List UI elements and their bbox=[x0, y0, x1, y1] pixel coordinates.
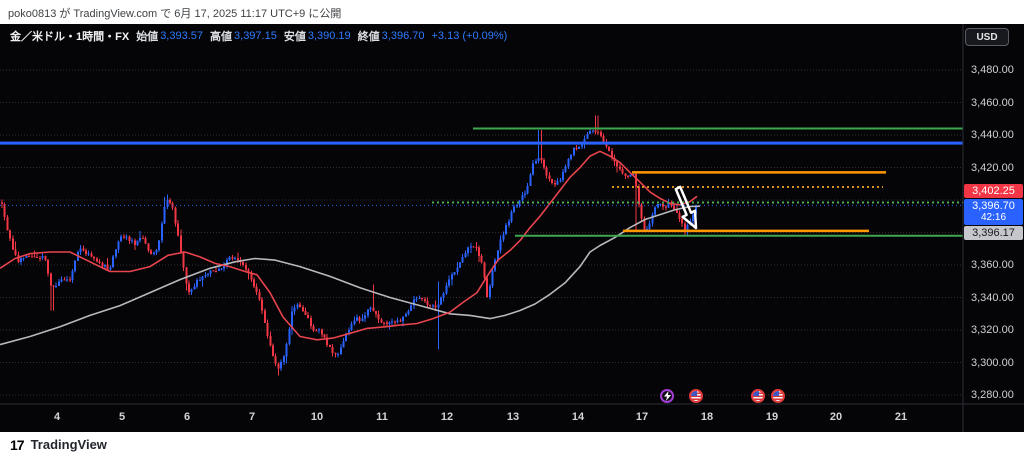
price-chart-canvas[interactable] bbox=[0, 24, 1024, 432]
flag-icon[interactable] bbox=[771, 389, 785, 403]
price-axis-label: 3,280.00 bbox=[971, 389, 1014, 401]
high-value: 3,397.15 bbox=[234, 30, 277, 42]
close-value: 3,396.70 bbox=[381, 30, 425, 42]
time-axis-label: 18 bbox=[700, 411, 714, 423]
open-value: 3,393.57 bbox=[160, 30, 204, 42]
symbol-header: 金／米ドル・1時間・FX 始値 3,393.57 高値 3,397.15 安値 3,3… bbox=[10, 29, 507, 43]
time-axis-label: 6 bbox=[183, 411, 191, 423]
price-axis-label: 3,360.00 bbox=[971, 259, 1014, 271]
ma-fast-price-tag: 3,402.25 bbox=[964, 184, 1023, 198]
time-axis-label: 13 bbox=[506, 411, 520, 423]
time-axis-label: 7 bbox=[248, 411, 256, 423]
tradingview-footer: 17 TradingView bbox=[0, 432, 1024, 457]
ma-slow-line bbox=[0, 205, 701, 346]
time-axis-label: 21 bbox=[894, 411, 908, 423]
symbol-title: 金／米ドル・1時間・FX bbox=[10, 31, 130, 43]
published-info-bar: poko0813 が TradingView.com で 6月 17, 2025… bbox=[0, 0, 1024, 24]
ma-fast-line bbox=[0, 150, 698, 341]
chart-background bbox=[0, 24, 1024, 432]
change-value: +3.13 (+0.09%) bbox=[431, 30, 508, 42]
low-value: 3,390.19 bbox=[307, 30, 351, 42]
high-label: 高値 bbox=[210, 31, 233, 43]
last-price-tag: 3,396.70 42:16 bbox=[964, 199, 1023, 225]
open-label: 始値 bbox=[136, 31, 159, 43]
time-axis-label: 19 bbox=[765, 411, 779, 423]
time-axis-label: 5 bbox=[118, 411, 126, 423]
low-label: 安値 bbox=[283, 31, 306, 43]
flag-icon[interactable] bbox=[751, 389, 765, 403]
time-axis-label: 20 bbox=[829, 411, 843, 423]
down-arrow-annotation bbox=[674, 185, 698, 230]
time-axis-label: 10 bbox=[310, 411, 324, 423]
bar-countdown: 42:16 bbox=[980, 212, 1007, 223]
price-axis-label: 3,440.00 bbox=[971, 129, 1014, 141]
time-axis-label: 14 bbox=[571, 411, 585, 423]
price-axis-label: 3,320.00 bbox=[971, 324, 1014, 336]
time-axis-label: 11 bbox=[376, 411, 388, 423]
time-axis[interactable]: 4 5 6 7 10 11 12 13 14 17 18 19 20 21 bbox=[0, 404, 1024, 432]
close-label: 終値 bbox=[357, 31, 380, 43]
time-axis-label: 17 bbox=[635, 411, 649, 423]
currency-toggle-button[interactable]: USD bbox=[965, 28, 1009, 46]
time-axis-label: 4 bbox=[53, 411, 61, 423]
bolt-icon[interactable] bbox=[660, 389, 674, 403]
price-axis-label: 3,460.00 bbox=[971, 96, 1014, 109]
price-axis[interactable]: 3,402.25 3,396.70 42:16 3,396.17 3,480.0… bbox=[963, 24, 1024, 432]
tradingview-brand-link[interactable]: TradingView bbox=[30, 437, 107, 452]
published-info-text: poko0813 が TradingView.com で 6月 17, 2025… bbox=[8, 8, 342, 20]
chart-region: 金／米ドル・1時間・FX 始値 3,393.57 高値 3,397.15 安値 3,3… bbox=[0, 24, 1024, 432]
price-axis-label: 3,340.00 bbox=[971, 291, 1014, 304]
time-axis-label: 12 bbox=[440, 411, 454, 423]
price-axis-label: 3,480.00 bbox=[971, 64, 1014, 76]
price-axis-label: 3,420.00 bbox=[971, 161, 1014, 174]
price-axis-label: 3,300.00 bbox=[971, 356, 1014, 369]
tradingview-logo-icon[interactable]: 17 bbox=[10, 436, 25, 453]
candles-layer bbox=[1, 115, 697, 376]
flag-icon[interactable] bbox=[689, 389, 703, 403]
ma-slow-price-tag: 3,396.17 bbox=[964, 226, 1023, 240]
